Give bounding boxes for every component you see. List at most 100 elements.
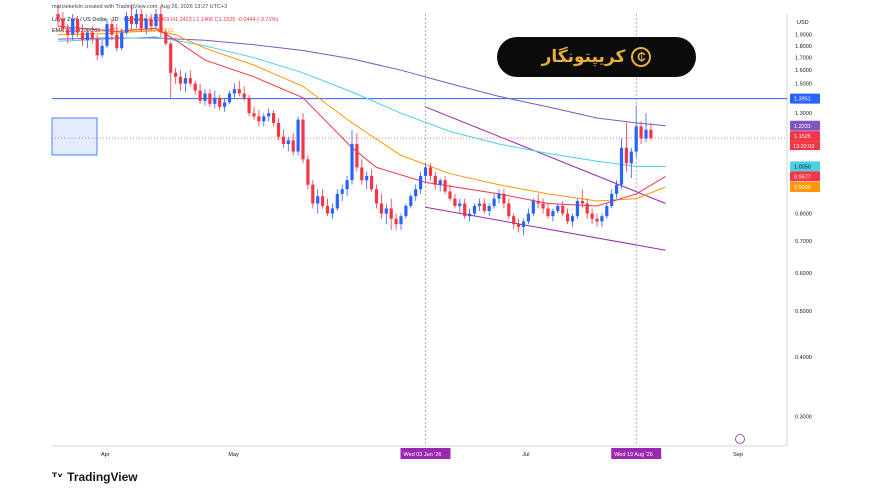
- tradingview-logo-icon: ᵀᵛ: [52, 470, 64, 484]
- ema100-line: [57, 36, 666, 167]
- candle-body: [360, 167, 364, 181]
- x-tick-label: May: [228, 452, 239, 458]
- candle-body: [296, 119, 300, 152]
- candle-body: [340, 189, 344, 194]
- candle-body: [134, 14, 138, 25]
- candle-body: [389, 208, 393, 219]
- candle-body: [468, 213, 472, 217]
- candle-body: [110, 24, 114, 35]
- candle-body: [556, 205, 560, 212]
- candle-body: [242, 93, 246, 98]
- candle-body: [370, 175, 374, 190]
- candle-body: [301, 119, 305, 160]
- candle-body: [472, 205, 477, 214]
- candle-body: [272, 113, 276, 123]
- tradingview-wordmark: TradingView: [67, 470, 138, 484]
- price-label-ema100: [790, 161, 820, 172]
- candle-body: [90, 32, 94, 40]
- candle-body: [458, 203, 462, 206]
- x-tick-label: Sep: [733, 452, 743, 458]
- candle-body: [105, 24, 109, 46]
- tradingview-branding[interactable]: ᵀᵛ TradingView: [52, 470, 138, 484]
- candle-body: [325, 205, 330, 214]
- alert-bolt-icon: [735, 434, 745, 444]
- candle-body: [541, 203, 545, 209]
- candle-body: [487, 205, 491, 212]
- price-label-ema20: [790, 171, 820, 182]
- y-tick-label: 0.8000: [795, 212, 812, 218]
- candle-body: [321, 196, 325, 206]
- indicator-values: 0.9577 0.9099 1.0050 1.2231: [101, 28, 174, 34]
- candle-body: [502, 193, 506, 204]
- candle-body: [566, 213, 570, 222]
- candle-body: [610, 193, 614, 206]
- candle-body: [394, 218, 398, 225]
- candle-body: [198, 90, 202, 101]
- candle-body: [276, 122, 281, 137]
- y-tick-label: 1.9000: [795, 33, 812, 39]
- price-label-text: 1.2231: [794, 124, 811, 130]
- candle-body: [605, 205, 609, 217]
- y-tick-label: 1.7000: [795, 56, 812, 62]
- candle-body: [536, 201, 540, 204]
- candle-body: [482, 203, 486, 212]
- x-highlight-text: Wed 03 Jun '26: [404, 452, 442, 458]
- countdown-text: 13:32:02: [793, 144, 814, 150]
- candle-body: [428, 167, 432, 176]
- candle-body: [453, 198, 457, 206]
- candle-body: [316, 196, 320, 204]
- candle-body: [291, 140, 295, 152]
- price-label-text: 0.9099: [794, 185, 811, 191]
- watermark-badge: کریپتونگار ₵: [497, 37, 696, 77]
- candle-body: [600, 216, 604, 222]
- x-highlight-label: [611, 448, 662, 459]
- candle-body: [227, 93, 232, 103]
- candle-body: [144, 18, 148, 29]
- candle-body: [129, 15, 134, 25]
- price-label-text: 1.0050: [794, 164, 811, 170]
- ohlc-values: O1.1969 H1.2423 L1.1406 C1.1525 -0.0444 …: [148, 17, 279, 23]
- candle-body: [414, 189, 418, 197]
- candle-body: [561, 205, 565, 214]
- candle-body: [183, 78, 187, 84]
- candle-body: [365, 175, 369, 181]
- y-tick-label: 1.3000: [795, 111, 812, 117]
- channel-upper-line: [425, 106, 666, 204]
- symbol-info: Layer Zero / US Dollar · 1D · Coinbase O…: [52, 17, 278, 23]
- price-label-last-price: [790, 131, 820, 142]
- candle-body: [649, 129, 653, 139]
- candle-body: [590, 213, 594, 219]
- candle-body: [526, 213, 530, 222]
- candle-body: [115, 34, 119, 49]
- candle-body: [423, 167, 428, 176]
- x-tick-label: Apr: [101, 452, 110, 458]
- price-label-horizontal-line: [790, 93, 820, 104]
- candle-body: [330, 208, 334, 214]
- candle-body: [355, 143, 359, 168]
- x-highlight-label: [400, 448, 451, 459]
- y-tick-label: 0.3000: [795, 414, 812, 420]
- y-tick-label: 0.7000: [795, 239, 812, 245]
- candle-body: [477, 203, 481, 206]
- candle-body: [629, 151, 633, 164]
- candle-body: [154, 14, 158, 27]
- candle-body: [286, 140, 290, 144]
- candle-body: [570, 216, 575, 222]
- candle-body: [159, 14, 163, 33]
- candle-body: [56, 14, 60, 19]
- price-label-text: 1.3951: [794, 97, 811, 103]
- candle-body: [517, 224, 521, 227]
- candle-body: [100, 45, 104, 56]
- candle-body: [223, 102, 227, 107]
- candle-body: [125, 15, 129, 33]
- candle-body: [149, 18, 153, 27]
- candle-body: [345, 180, 349, 190]
- price-label-ema200: [790, 120, 820, 131]
- x-highlight-text: Wed 19 Aug '26: [614, 452, 653, 458]
- candle-body: [433, 175, 437, 185]
- symbol-name[interactable]: Layer Zero / US Dollar · 1D · Coinbase: [52, 17, 147, 23]
- crypto-logo-icon: ₵: [631, 47, 652, 67]
- candle-body: [262, 116, 266, 122]
- candle-body: [595, 218, 599, 222]
